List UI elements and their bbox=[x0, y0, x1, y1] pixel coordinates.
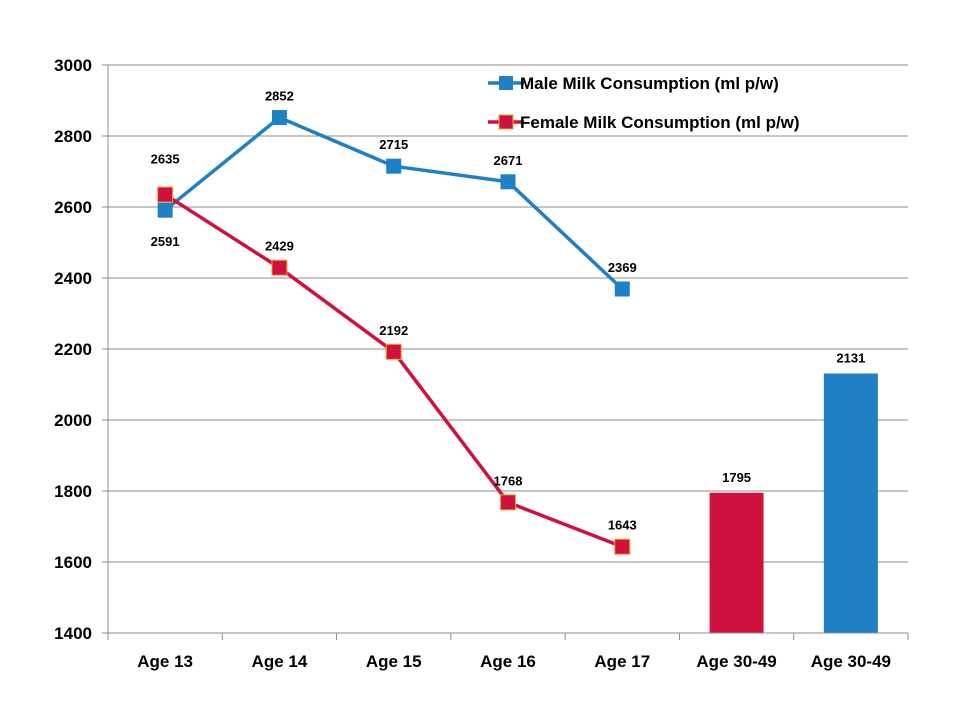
legend-marker bbox=[498, 114, 514, 130]
point-value-label: 2429 bbox=[265, 239, 294, 254]
series-markers bbox=[157, 110, 631, 555]
x-tick-label: Age 14 bbox=[252, 652, 308, 671]
series-marker bbox=[614, 538, 631, 555]
y-tick-label: 2800 bbox=[54, 127, 92, 146]
data-labels: 1795 2131 2591 2852 2715 2671 2369 2635 2429 2192… bbox=[151, 89, 866, 533]
series-marker bbox=[157, 202, 173, 218]
bar-value-label: 2131 bbox=[836, 350, 865, 365]
y-tick-label: 2600 bbox=[54, 198, 92, 217]
x-tick-label: Age 15 bbox=[366, 652, 422, 671]
point-value-label: 2715 bbox=[379, 137, 408, 152]
series-marker bbox=[500, 494, 516, 511]
point-value-label: 2369 bbox=[608, 260, 637, 275]
series-marker bbox=[271, 259, 288, 276]
bar bbox=[709, 492, 764, 633]
legend-label: Male Milk Consumption (ml p/w) bbox=[520, 74, 779, 93]
point-value-label: 2635 bbox=[151, 152, 180, 167]
point-value-label: 2192 bbox=[379, 323, 408, 338]
gridlines bbox=[108, 64, 908, 634]
x-tick-label: Age 30-49 bbox=[811, 652, 891, 671]
bar-value-label: 1795 bbox=[722, 470, 751, 485]
series-marker bbox=[157, 186, 174, 203]
point-value-label: 2852 bbox=[265, 89, 294, 104]
point-value-label: 1768 bbox=[494, 473, 523, 488]
x-tick-label: Age 13 bbox=[137, 652, 193, 671]
y-tick-label: 1800 bbox=[54, 482, 92, 501]
x-tick-label: Age 30-49 bbox=[696, 652, 776, 671]
bars bbox=[709, 373, 878, 633]
y-tick-label: 2000 bbox=[54, 411, 92, 430]
series-line bbox=[164, 193, 623, 549]
series-marker bbox=[614, 281, 630, 297]
y-tick-label: 2200 bbox=[54, 340, 92, 359]
point-value-label: 2671 bbox=[494, 153, 523, 168]
series-marker bbox=[385, 343, 402, 360]
series-marker bbox=[271, 110, 287, 126]
bar bbox=[823, 373, 878, 633]
x-tick-label: Age 16 bbox=[480, 652, 536, 671]
series-marker bbox=[386, 158, 402, 174]
point-value-label: 1643 bbox=[608, 518, 637, 533]
legend-label: Female Milk Consumption (ml p/w) bbox=[520, 113, 800, 132]
legend: Male Milk Consumption (ml p/w) Female Mil… bbox=[488, 74, 800, 132]
legend-marker bbox=[499, 76, 513, 90]
y-tick-label: 1400 bbox=[54, 624, 92, 643]
y-tick-label: 1600 bbox=[54, 553, 92, 572]
axes: 1400 1600 1800 2000 2200 2400 2600 2800 3000 Age … bbox=[54, 56, 909, 671]
y-tick-label: 2400 bbox=[54, 269, 92, 288]
y-tick-label: 3000 bbox=[54, 56, 92, 75]
point-value-label: 2591 bbox=[151, 234, 180, 249]
x-tick-label: Age 17 bbox=[594, 652, 650, 671]
series-marker bbox=[500, 174, 516, 190]
